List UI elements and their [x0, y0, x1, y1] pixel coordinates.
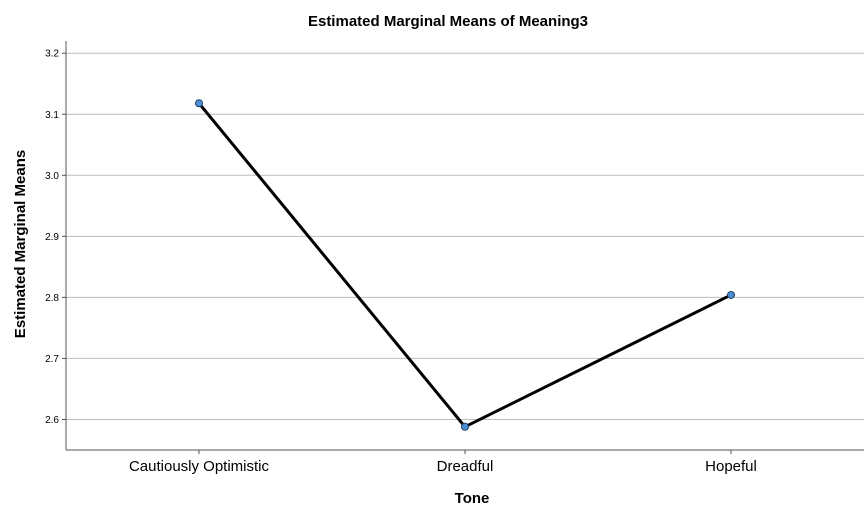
y-tick-label: 3.0 [45, 171, 59, 182]
data-point [728, 291, 735, 298]
x-axis-title: Tone [455, 490, 490, 507]
y-axis-title: Estimated Marginal Means [12, 150, 29, 338]
x-tick-labels: Cautiously Optimistic Dreadful Hopeful [129, 450, 757, 475]
y-tick-label: 2.8 [45, 293, 59, 304]
axes [66, 41, 864, 450]
y-tick-labels: 2.6 2.7 2.8 2.9 3.0 3.1 3.2 [45, 49, 66, 426]
y-tick-label: 2.9 [45, 232, 59, 243]
series [196, 100, 735, 431]
data-point [196, 100, 203, 107]
y-tick-label: 2.7 [45, 354, 59, 365]
data-point [462, 423, 469, 430]
chart-title: Estimated Marginal Means of Meaning3 [308, 13, 588, 30]
series-line [199, 103, 731, 427]
gridlines [66, 53, 864, 419]
y-tick-label: 3.2 [45, 49, 59, 60]
y-tick-label: 2.6 [45, 415, 59, 426]
x-tick-label: Dreadful [437, 458, 494, 475]
x-tick-label: Hopeful [705, 458, 757, 475]
y-tick-label: 3.1 [45, 110, 59, 121]
x-tick-label: Cautiously Optimistic [129, 458, 270, 475]
